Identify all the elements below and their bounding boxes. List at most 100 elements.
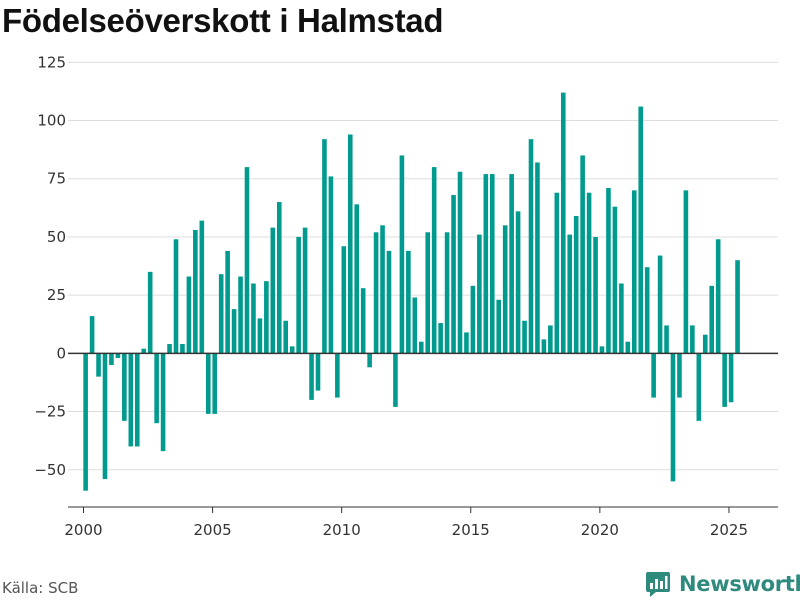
bar — [644, 267, 650, 354]
x-tick-label: 2015 — [452, 521, 490, 539]
bar — [393, 353, 398, 407]
y-tick-label: 25 — [47, 286, 66, 304]
bar — [257, 318, 263, 354]
bar — [631, 190, 637, 354]
bar — [573, 215, 579, 354]
bar — [580, 155, 585, 354]
bar — [134, 353, 140, 447]
bar — [289, 346, 295, 354]
bar — [399, 155, 405, 354]
bar — [276, 202, 282, 354]
bar — [354, 204, 360, 354]
bar — [109, 353, 114, 365]
bar — [651, 353, 656, 398]
bar — [690, 325, 695, 354]
bars — [83, 92, 740, 491]
grid-lines — [68, 61, 778, 471]
bar — [619, 283, 624, 354]
bar — [160, 353, 166, 452]
x-tick-label: 2005 — [193, 521, 231, 539]
bar — [335, 353, 340, 398]
bar — [425, 232, 431, 354]
bar — [470, 285, 476, 354]
bar — [302, 227, 308, 354]
bar — [264, 281, 269, 354]
bar — [115, 353, 121, 358]
y-tick-label: 125 — [37, 53, 66, 71]
bar — [251, 283, 256, 354]
bar — [696, 353, 702, 421]
bar — [496, 299, 502, 354]
x-tick-label: 2010 — [323, 521, 361, 539]
bar — [612, 206, 618, 354]
bar — [147, 271, 153, 354]
bar — [431, 167, 437, 354]
newsworthy-icon — [646, 572, 670, 597]
bar — [457, 171, 463, 354]
bar — [244, 167, 250, 354]
bar — [464, 332, 469, 354]
brand-name: Newsworthy — [679, 572, 800, 596]
bar — [225, 250, 230, 354]
bar — [238, 276, 243, 354]
bar — [489, 174, 495, 354]
bar — [212, 353, 218, 414]
axes: −50 −25 0 25 50 75 100 125 2000 2005 2010 2015 2020 2… — [34, 53, 778, 539]
bar — [677, 353, 682, 398]
y-tick-label: −50 — [34, 461, 66, 479]
bar — [418, 341, 424, 354]
bar — [322, 139, 327, 354]
bar — [657, 255, 663, 354]
bar — [528, 139, 534, 354]
bar — [444, 232, 450, 354]
bar — [122, 353, 127, 421]
bar — [83, 353, 88, 491]
bar — [735, 260, 740, 354]
bar — [347, 134, 353, 354]
bar — [205, 353, 211, 414]
source-label: Källa: SCB — [2, 579, 79, 597]
bar — [483, 174, 489, 354]
bar — [167, 344, 172, 354]
bar — [722, 353, 727, 407]
bar — [315, 353, 321, 391]
chart-title: Födelseöverskott i Halmstad — [2, 2, 444, 39]
bar — [360, 288, 366, 354]
bar — [599, 346, 605, 354]
bar — [96, 353, 101, 377]
bar — [193, 229, 198, 354]
bar — [509, 174, 514, 354]
bar — [638, 106, 644, 354]
x-tick-label: 2025 — [710, 521, 748, 539]
bar — [625, 341, 631, 354]
bar — [606, 188, 611, 354]
y-tick-label: 50 — [47, 228, 66, 246]
bar — [386, 250, 392, 354]
bar — [89, 316, 95, 354]
bar — [438, 323, 443, 354]
bar — [567, 234, 573, 354]
bar — [502, 225, 508, 354]
bar — [728, 353, 734, 403]
bar — [180, 344, 185, 354]
bar — [702, 334, 708, 354]
bar — [593, 236, 598, 354]
bar — [283, 320, 289, 354]
bar — [186, 276, 192, 354]
bar — [270, 227, 276, 354]
bar — [341, 246, 347, 354]
bar — [406, 250, 411, 354]
bar — [477, 234, 482, 354]
bar — [554, 192, 560, 354]
y-tick-label: −25 — [34, 403, 66, 421]
x-tick-label: 2020 — [581, 521, 619, 539]
bar — [173, 239, 179, 354]
bar — [715, 239, 721, 354]
bar — [154, 353, 159, 424]
x-tick-label: 2000 — [64, 521, 102, 539]
y-tick-label: 75 — [47, 170, 66, 188]
bar — [664, 325, 669, 354]
brand-logo: Newsworthy — [645, 570, 800, 598]
bar — [535, 162, 540, 354]
bar — [199, 220, 205, 354]
